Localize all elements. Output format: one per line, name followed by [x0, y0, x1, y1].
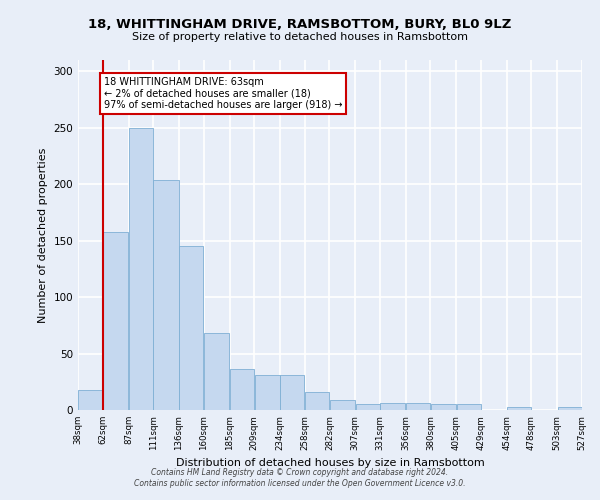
Bar	[129, 128, 153, 410]
Bar	[154, 180, 179, 410]
Bar	[457, 404, 481, 410]
Text: Size of property relative to detached houses in Ramsbottom: Size of property relative to detached ho…	[132, 32, 468, 42]
Text: 18 WHITTINGHAM DRIVE: 63sqm
← 2% of detached houses are smaller (18)
97% of semi: 18 WHITTINGHAM DRIVE: 63sqm ← 2% of deta…	[104, 77, 342, 110]
Bar	[204, 333, 229, 410]
Bar	[280, 375, 304, 410]
Bar	[406, 403, 430, 410]
Y-axis label: Number of detached properties: Number of detached properties	[38, 148, 48, 322]
Bar	[330, 400, 355, 410]
Text: 18, WHITTINGHAM DRIVE, RAMSBOTTOM, BURY, BL0 9LZ: 18, WHITTINGHAM DRIVE, RAMSBOTTOM, BURY,…	[88, 18, 512, 30]
Bar	[356, 404, 380, 410]
Bar	[305, 392, 329, 410]
Bar	[103, 232, 128, 410]
Bar	[78, 390, 103, 410]
Bar	[507, 406, 531, 410]
Text: Contains HM Land Registry data © Crown copyright and database right 2024.
Contai: Contains HM Land Registry data © Crown c…	[134, 468, 466, 487]
Bar	[179, 246, 203, 410]
Bar	[431, 404, 456, 410]
X-axis label: Distribution of detached houses by size in Ramsbottom: Distribution of detached houses by size …	[176, 458, 484, 468]
Bar	[254, 375, 280, 410]
Bar	[230, 370, 254, 410]
Bar	[557, 406, 582, 410]
Bar	[380, 403, 406, 410]
